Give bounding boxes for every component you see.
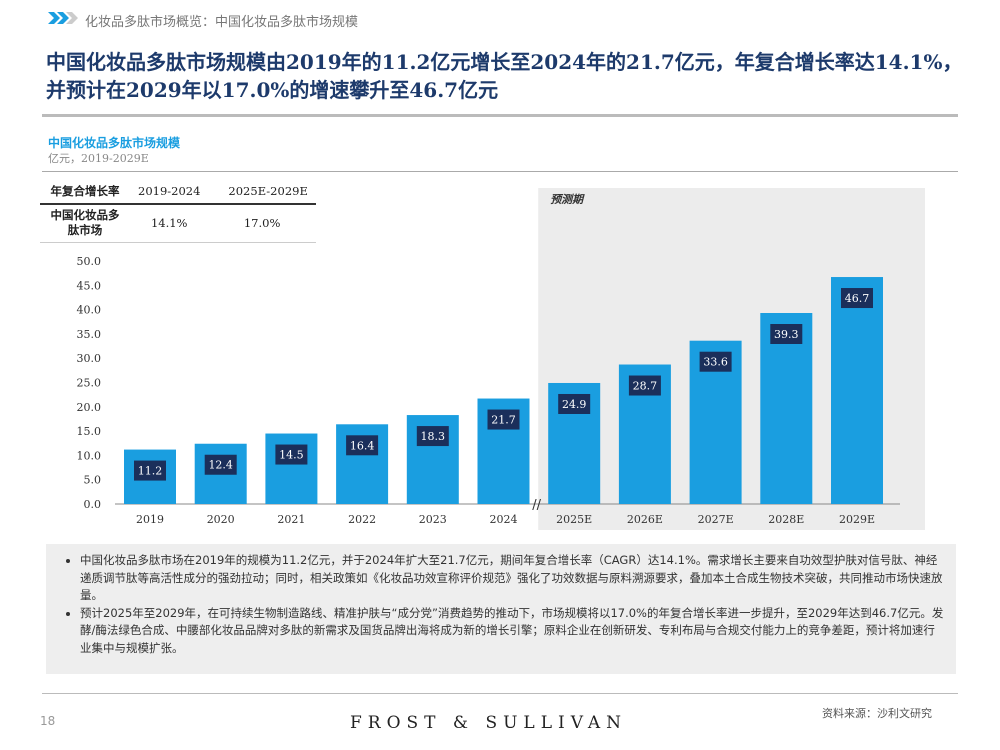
cagr-row-label: 中国化妆品多肽市场 bbox=[40, 204, 130, 243]
data-label: 11.2 bbox=[138, 465, 163, 478]
data-label-box bbox=[416, 426, 449, 447]
data-label: 21.7 bbox=[491, 414, 516, 427]
chevrons-icon bbox=[48, 12, 78, 24]
x-tick-label: 2024 bbox=[490, 513, 518, 526]
data-label-box bbox=[487, 409, 520, 430]
data-label: 18.3 bbox=[421, 430, 446, 443]
divider bbox=[42, 114, 958, 117]
x-tick-label: 2028E bbox=[768, 513, 804, 526]
x-tick-label: 2021 bbox=[277, 513, 305, 526]
x-tick-label: 2025E bbox=[556, 513, 592, 526]
y-tick-label: 20.0 bbox=[77, 401, 102, 414]
data-label-box bbox=[134, 460, 166, 481]
x-tick-label: 2023 bbox=[419, 513, 447, 526]
bar-2021 bbox=[265, 433, 318, 504]
y-tick-label: 0.0 bbox=[84, 498, 102, 511]
logo: FROST & SULLIVAN bbox=[350, 713, 627, 733]
y-tick-label: 40.0 bbox=[77, 304, 102, 317]
page-number: 18 bbox=[40, 714, 56, 728]
data-label-box bbox=[204, 454, 237, 475]
axis-break-mark: // bbox=[532, 498, 541, 513]
cagr-table: 年复合增长率 2019-2024 2025E-2029E 中国化妆品多肽市场 14.1… bbox=[40, 178, 316, 243]
data-label-box bbox=[275, 444, 308, 465]
y-tick-label: 15.0 bbox=[77, 425, 102, 438]
data-label-box bbox=[770, 324, 803, 345]
data-label: 28.7 bbox=[633, 380, 658, 393]
divider bbox=[42, 171, 958, 172]
x-tick-label: 2019 bbox=[136, 513, 164, 526]
x-tick-label: 2029E bbox=[839, 513, 875, 526]
cagr-value: 14.1% bbox=[130, 204, 209, 243]
y-tick-label: 30.0 bbox=[77, 352, 102, 365]
x-tick-label: 2020 bbox=[207, 513, 235, 526]
note-item: 预计2025年至2029年，在可持续生物制造路线、精准护肤与“成分党”消费趋势的… bbox=[80, 605, 944, 658]
note-item: 中国化妆品多肽市场在2019年的规模为11.2亿元，并于2024年扩大至21.7… bbox=[80, 552, 944, 605]
bar-2028E bbox=[760, 313, 813, 504]
chart-title: 中国化妆品多肽市场规模 bbox=[48, 136, 181, 150]
data-label-box bbox=[346, 435, 379, 456]
y-tick-label: 35.0 bbox=[77, 328, 102, 341]
divider bbox=[42, 693, 958, 694]
x-tick-label: 2022 bbox=[348, 513, 376, 526]
data-label: 46.7 bbox=[845, 292, 870, 305]
y-tick-label: 10.0 bbox=[77, 449, 102, 462]
data-label: 24.9 bbox=[562, 398, 587, 411]
x-tick-label: 2026E bbox=[627, 513, 663, 526]
data-label: 14.5 bbox=[279, 449, 304, 462]
data-label-box bbox=[558, 393, 591, 414]
data-label: 39.3 bbox=[774, 328, 799, 341]
y-tick-label: 50.0 bbox=[77, 255, 102, 268]
cagr-header: 年复合增长率 bbox=[40, 178, 130, 205]
source-note: 资料来源：沙利文研究 bbox=[822, 707, 932, 720]
data-label: 33.6 bbox=[703, 356, 728, 369]
cagr-header: 2025E-2029E bbox=[208, 178, 316, 205]
page-title: 中国化妆品多肽市场规模由2019年的11.2亿元增长至2024年的21.7亿元，… bbox=[46, 50, 963, 102]
bar-2029E bbox=[831, 277, 883, 504]
breadcrumb: 化妆品多肽市场概览：中国化妆品多肽市场规模 bbox=[85, 15, 359, 30]
forecast-label: 预测期 bbox=[550, 193, 585, 206]
y-tick-label: 25.0 bbox=[77, 377, 102, 390]
data-label: 12.4 bbox=[208, 459, 233, 472]
cagr-header: 2019-2024 bbox=[130, 178, 209, 205]
data-label-box bbox=[699, 351, 732, 372]
data-label-box bbox=[841, 288, 873, 309]
bar-chart: 预测期 0.0 5.0 10.0 15.0 20.0 25.0 30.0 35.0 40.0 45.… bbox=[77, 188, 925, 530]
data-label-box bbox=[628, 375, 661, 396]
x-tick-label: 2027E bbox=[698, 513, 734, 526]
y-tick-label: 45.0 bbox=[77, 279, 102, 292]
data-label: 16.4 bbox=[350, 439, 375, 452]
chart-subtitle: 亿元，2019-2029E bbox=[48, 152, 149, 165]
cagr-value: 17.0% bbox=[208, 204, 316, 243]
notes-box: 中国化妆品多肽市场在2019年的规模为11.2亿元，并于2024年扩大至21.7… bbox=[46, 544, 956, 674]
y-tick-label: 5.0 bbox=[84, 474, 102, 487]
